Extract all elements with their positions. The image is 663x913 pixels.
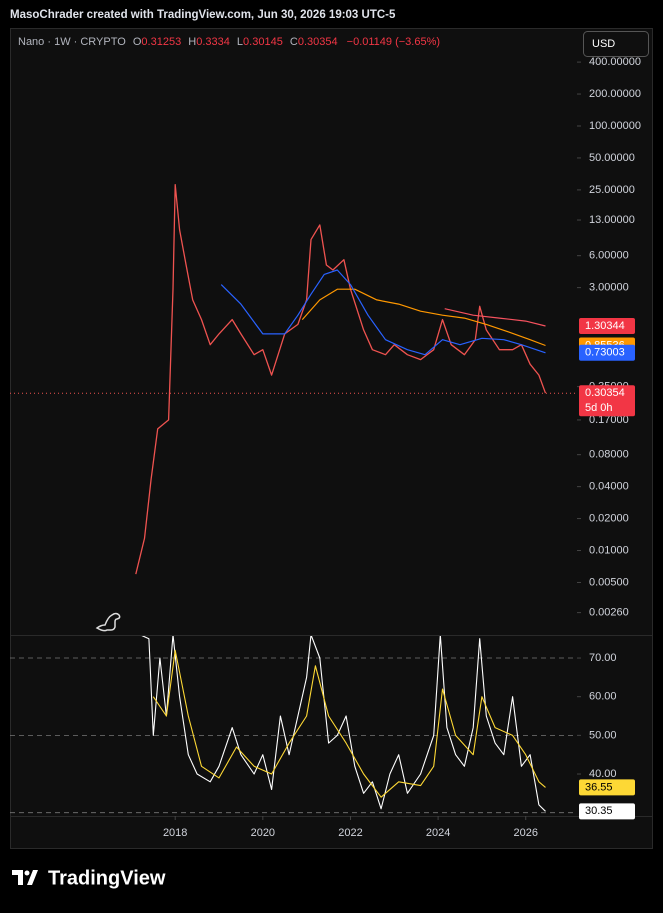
y-tick-label: 200.00000 bbox=[589, 88, 641, 100]
y-tick-label: 0.00260 bbox=[589, 607, 629, 619]
countdown: 5d 0h bbox=[585, 402, 613, 414]
axes: 400.00000 200.00000 100.00000 50.00000 25.00… bbox=[10, 56, 641, 839]
legend-symbol: Nano · 1W · CRYPTO bbox=[18, 36, 126, 48]
brand-mark bbox=[12, 870, 38, 885]
legend-label: H bbox=[188, 36, 196, 48]
y-tick-label: 13.00000 bbox=[589, 214, 635, 226]
legend-value: 0.3334 bbox=[196, 36, 230, 48]
dino-logo bbox=[95, 612, 121, 632]
series-line bbox=[301, 288, 546, 347]
price-badge-label: 0.30354 bbox=[585, 387, 625, 399]
price-badge-label: 30.35 bbox=[585, 805, 613, 817]
legend-change: −0.01149 (−3.65%) bbox=[347, 36, 440, 48]
y-tick-label: 0.02000 bbox=[589, 512, 629, 524]
legend-label: O bbox=[133, 36, 142, 48]
series-line bbox=[152, 649, 546, 798]
rsi-pane bbox=[10, 636, 577, 814]
y-tick-label: 25.00000 bbox=[589, 184, 635, 196]
legend-label: C bbox=[290, 36, 298, 48]
chart-frame bbox=[10, 28, 653, 849]
y-tick-label: 400.00000 bbox=[589, 56, 641, 68]
price-badge bbox=[579, 803, 635, 820]
y-tick-label: 40.00 bbox=[589, 768, 617, 780]
price-badge-label: 36.55 bbox=[585, 781, 613, 793]
brand-logo bbox=[12, 870, 38, 885]
x-tick-label: 2026 bbox=[513, 827, 537, 839]
x-tick-label: 2020 bbox=[251, 827, 275, 839]
y-tick-label: 60.00 bbox=[589, 691, 617, 703]
y-tick-label: 0.17000 bbox=[589, 414, 629, 426]
x-tick-label: 2018 bbox=[163, 827, 187, 839]
y-tick-label: 0.08000 bbox=[589, 449, 629, 461]
series-line bbox=[220, 269, 546, 356]
legend-value: 0.30354 bbox=[298, 36, 338, 48]
x-tick-label: 2022 bbox=[338, 827, 362, 839]
y-tick-label: 0.01000 bbox=[589, 544, 629, 556]
legend-value: 0.31253 bbox=[141, 36, 181, 48]
price-badge bbox=[579, 779, 635, 796]
price-badge bbox=[579, 344, 635, 361]
x-tick-label: 2024 bbox=[426, 827, 450, 839]
y-tick-label: 100.00000 bbox=[589, 120, 641, 132]
y-tick-label: 0.00500 bbox=[589, 576, 629, 588]
y-tick-label: 50.00000 bbox=[589, 152, 635, 164]
brand-name: TradingView bbox=[48, 867, 166, 889]
series-line bbox=[141, 636, 546, 812]
price-badge bbox=[579, 385, 635, 417]
legend-value: 0.30145 bbox=[243, 36, 283, 48]
y-tick-label: 6.00000 bbox=[589, 250, 629, 262]
legend-label: L bbox=[237, 36, 243, 48]
attribution: MasoChrader created with TradingView.com… bbox=[10, 9, 396, 21]
currency-label[interactable]: USD bbox=[592, 38, 615, 50]
y-tick-label: 50.00 bbox=[589, 729, 617, 741]
y-tick-label: 3.00000 bbox=[589, 282, 629, 294]
y-tick-label: 0.04000 bbox=[589, 481, 629, 493]
legend: Nano · 1W · CRYPTO O0.31253 H0.3334 L0.3… bbox=[18, 36, 440, 48]
price-badge-label: 1.30344 bbox=[585, 320, 625, 332]
series-line bbox=[135, 184, 547, 575]
series-line bbox=[444, 308, 546, 327]
brand-mark-dot bbox=[24, 870, 30, 876]
price-badge-label: 0.73003 bbox=[585, 347, 625, 359]
price-badge bbox=[579, 318, 635, 335]
currency-button[interactable] bbox=[583, 31, 649, 57]
price-pane bbox=[135, 184, 547, 575]
y-tick-label: 70.00 bbox=[589, 652, 617, 664]
